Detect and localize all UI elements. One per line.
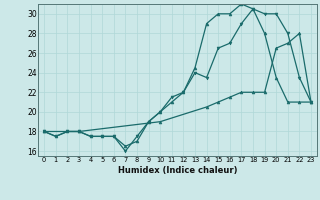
X-axis label: Humidex (Indice chaleur): Humidex (Indice chaleur) (118, 166, 237, 175)
